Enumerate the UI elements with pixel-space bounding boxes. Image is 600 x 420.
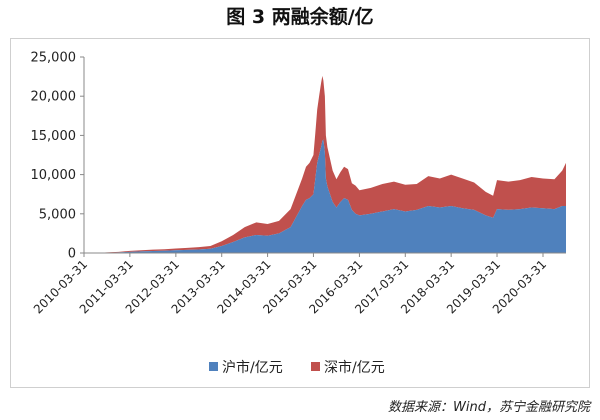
series-area-shenzhen bbox=[84, 75, 566, 253]
chart-frame: 0 5,000 10,000 15,000 20,000 25,000 2010-03-31… bbox=[10, 38, 590, 388]
data-source-note: 数据来源：Wind，苏宁金融研究院 bbox=[388, 400, 590, 415]
legend-label: 沪市/亿元 bbox=[222, 359, 283, 376]
legend-swatch bbox=[209, 362, 218, 371]
series-area-shanghai bbox=[84, 139, 566, 253]
legend-label: 深市/亿元 bbox=[324, 359, 385, 376]
chart-title: 图 3 两融余额/亿 bbox=[226, 6, 374, 28]
y-tick-label: 25,000 bbox=[31, 51, 77, 66]
y-tick-label: 5,000 bbox=[39, 207, 76, 222]
y-tick-label: 20,000 bbox=[31, 90, 77, 105]
y-tick-label: 10,000 bbox=[31, 168, 77, 183]
legend-swatch bbox=[311, 362, 320, 371]
stacked-area-chart: 05,00010,00015,00020,00025,0002010-03-31… bbox=[31, 51, 566, 376]
y-tick-label: 15,000 bbox=[31, 129, 77, 144]
y-tick-label: 0 bbox=[68, 247, 76, 262]
